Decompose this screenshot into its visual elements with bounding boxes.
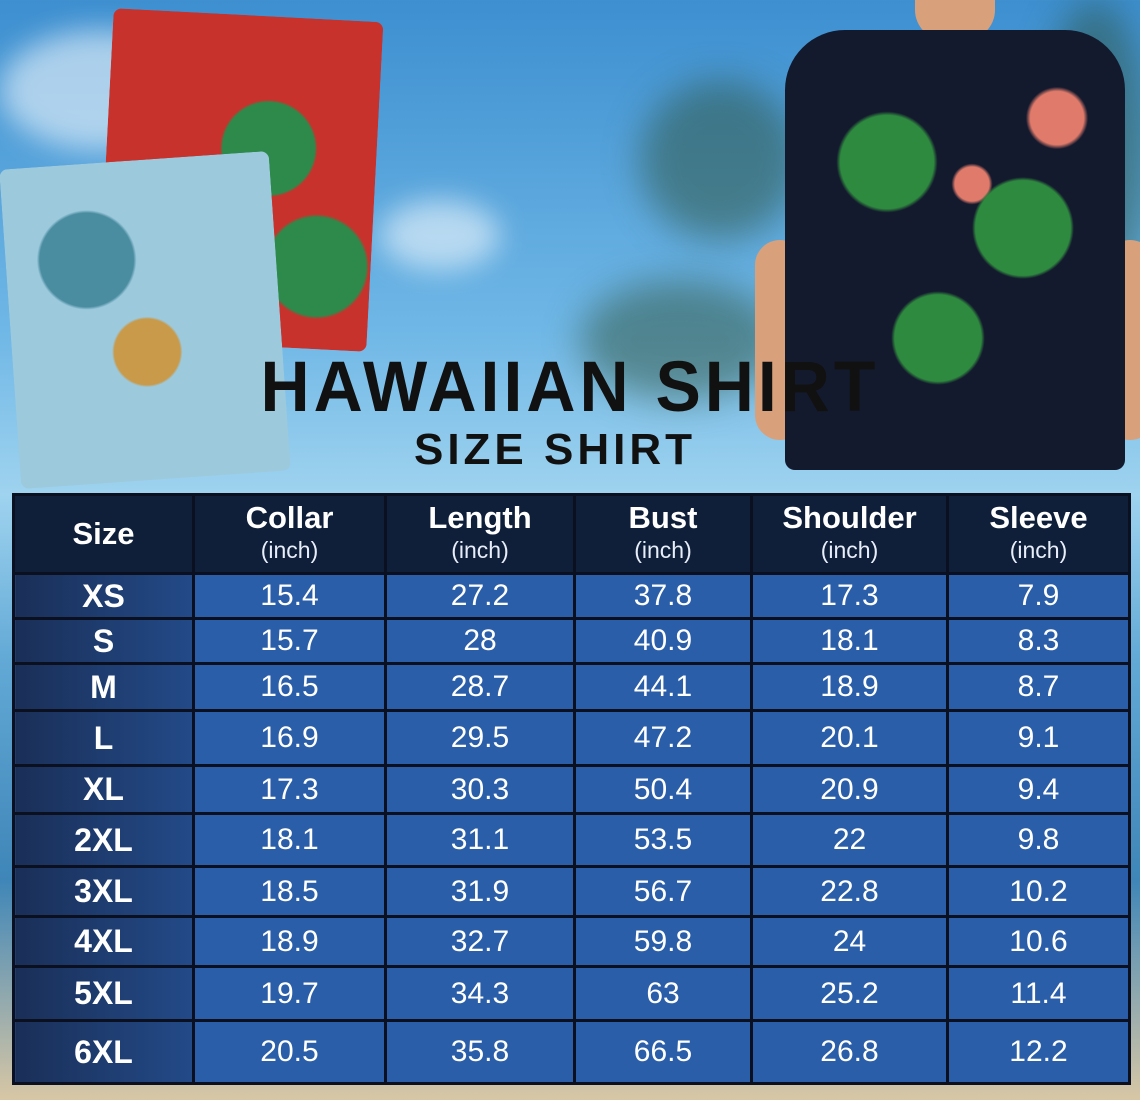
column-unit: (inch) xyxy=(260,537,319,563)
table-row: 3XL 18.5 31.9 56.7 22.8 10.2 xyxy=(12,865,1131,918)
measurement-cell: 44.1 xyxy=(573,662,753,712)
size-cell: XS xyxy=(12,572,195,620)
page-subtitle: SIZE SHIRT xyxy=(413,425,697,474)
measurement-cell: 50.4 xyxy=(573,764,753,815)
flamingo-shirt xyxy=(785,30,1125,470)
measurement-cell: 30.3 xyxy=(384,764,576,815)
column-label: Bust xyxy=(628,500,698,535)
measurement-cell: 22.8 xyxy=(750,865,949,918)
column-unit: (inch) xyxy=(1009,537,1068,563)
size-cell: 4XL xyxy=(12,915,195,968)
measurement-cell: 20.5 xyxy=(192,1019,387,1085)
measurement-cell: 27.2 xyxy=(384,572,576,620)
measurement-cell: 22 xyxy=(750,812,949,868)
measurement-cell: 34.3 xyxy=(384,965,576,1022)
measurement-cell: 10.6 xyxy=(946,915,1131,968)
measurement-cell: 11.4 xyxy=(946,965,1131,1022)
column-header-shoulder: Shoulder (inch) xyxy=(750,493,949,575)
column-header-bust: Bust (inch) xyxy=(573,493,753,575)
measurement-cell: 16.5 xyxy=(192,662,387,712)
size-cell: 6XL xyxy=(12,1019,195,1085)
measurement-cell: 15.7 xyxy=(192,617,387,665)
size-cell: 3XL xyxy=(12,865,195,918)
measurement-cell: 18.1 xyxy=(192,812,387,868)
measurement-cell: 19.7 xyxy=(192,965,387,1022)
measurement-cell: 25.2 xyxy=(750,965,949,1022)
measurement-cell: 17.3 xyxy=(750,572,949,620)
measurement-cell: 47.2 xyxy=(573,709,753,767)
measurement-cell: 24 xyxy=(750,915,949,968)
column-unit: (inch) xyxy=(451,537,509,563)
column-header-size: Size xyxy=(12,493,195,575)
palm-tree xyxy=(640,80,800,240)
size-cell: S xyxy=(12,617,195,665)
measurement-cell: 16.9 xyxy=(192,709,387,767)
measurement-cell: 7.9 xyxy=(946,572,1131,620)
column-label: Size xyxy=(72,516,135,551)
column-label: Length xyxy=(428,500,532,535)
size-cell: 2XL xyxy=(12,812,195,868)
measurement-cell: 59.8 xyxy=(573,915,753,968)
measurement-cell: 18.1 xyxy=(750,617,949,665)
measurement-cell: 29.5 xyxy=(384,709,576,767)
column-header-collar: Collar (inch) xyxy=(192,493,387,575)
table-row: 2XL 18.1 31.1 53.5 22 9.8 xyxy=(12,812,1131,868)
measurement-cell: 9.4 xyxy=(946,764,1131,815)
measurement-cell: 31.1 xyxy=(384,812,576,868)
column-label: Sleeve xyxy=(989,500,1088,535)
table-row: S 15.7 28 40.9 18.1 8.3 xyxy=(12,617,1131,665)
measurement-cell: 15.4 xyxy=(192,572,387,620)
measurement-cell: 66.5 xyxy=(573,1019,753,1085)
measurement-cell: 35.8 xyxy=(384,1019,576,1085)
table-row: XL 17.3 30.3 50.4 20.9 9.4 xyxy=(12,764,1131,815)
measurement-cell: 18.5 xyxy=(192,865,387,918)
column-unit: (inch) xyxy=(634,537,692,563)
measurement-cell: 32.7 xyxy=(384,915,576,968)
measurement-cell: 31.9 xyxy=(384,865,576,918)
measurement-cell: 53.5 xyxy=(573,812,753,868)
table-row: M 16.5 28.7 44.1 18.9 8.7 xyxy=(12,662,1131,712)
measurement-cell: 63 xyxy=(573,965,753,1022)
measurement-cell: 56.7 xyxy=(573,865,753,918)
size-cell: XL xyxy=(12,764,195,815)
measurement-cell: 9.8 xyxy=(946,812,1131,868)
measurement-cell: 28 xyxy=(384,617,576,665)
column-unit: (inch) xyxy=(820,537,879,563)
measurement-cell: 8.7 xyxy=(946,662,1131,712)
column-label: Shoulder xyxy=(782,500,917,535)
measurement-cell: 28.7 xyxy=(384,662,576,712)
column-header-sleeve: Sleeve (inch) xyxy=(946,493,1131,575)
table-row: L 16.9 29.5 47.2 20.1 9.1 xyxy=(12,709,1131,767)
size-cell: 5XL xyxy=(12,965,195,1022)
measurement-cell: 17.3 xyxy=(192,764,387,815)
measurement-cell: 12.2 xyxy=(946,1019,1131,1085)
column-label: Collar xyxy=(245,500,334,535)
table-row: 5XL 19.7 34.3 63 25.2 11.4 xyxy=(12,965,1131,1022)
measurement-cell: 9.1 xyxy=(946,709,1131,767)
table-header-row: Size Collar (inch) Length (inch) Bust (inch) Sh… xyxy=(12,493,1131,575)
model-wearing-shirt-image xyxy=(755,0,1140,490)
cloud xyxy=(380,200,500,270)
palm-tree xyxy=(580,280,780,400)
table-row: 4XL 18.9 32.7 59.8 24 10.6 xyxy=(12,915,1131,968)
table-row: 6XL 20.5 35.8 66.5 26.8 12.2 xyxy=(12,1019,1131,1085)
measurement-cell: 40.9 xyxy=(573,617,753,665)
page-title: HAWAIIAN SHIRT xyxy=(260,347,880,427)
size-cell: L xyxy=(12,709,195,767)
measurement-cell: 18.9 xyxy=(750,662,949,712)
measurement-cell: 10.2 xyxy=(946,865,1131,918)
table-row: XS 15.4 27.2 37.8 17.3 7.9 xyxy=(12,572,1131,620)
size-cell: M xyxy=(12,662,195,712)
measurement-cell: 8.3 xyxy=(946,617,1131,665)
measurement-cell: 18.9 xyxy=(192,915,387,968)
size-chart-table: Size Collar (inch) Length (inch) Bust (inch) Sh… xyxy=(12,493,1131,1085)
measurement-cell: 37.8 xyxy=(573,572,753,620)
measurement-cell: 20.1 xyxy=(750,709,949,767)
measurement-cell: 26.8 xyxy=(750,1019,949,1085)
measurement-cell: 20.9 xyxy=(750,764,949,815)
column-header-length: Length (inch) xyxy=(384,493,576,575)
